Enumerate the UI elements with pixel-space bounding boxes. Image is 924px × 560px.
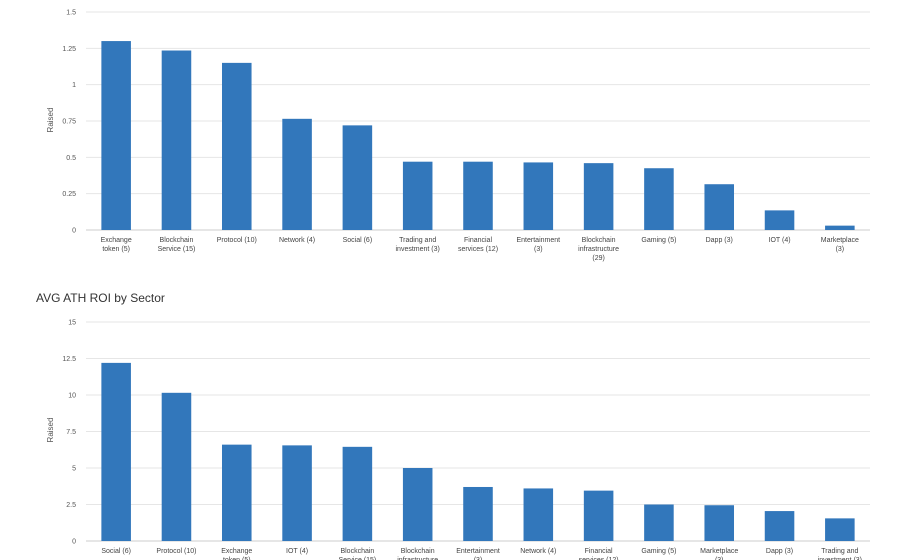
y-tick-label: 15: [68, 320, 76, 327]
y-tick-label: 7.5: [66, 429, 76, 436]
x-category-label: Dapp (3): [766, 548, 793, 555]
bar: [764, 511, 795, 541]
x-category-label: IOT (4): [769, 237, 791, 244]
y-tick-label: 0.5: [66, 155, 76, 162]
y-tick-label: 1.25: [62, 46, 76, 53]
x-category-label: Network (4): [520, 548, 556, 555]
bar: [402, 161, 433, 230]
bar: [644, 504, 674, 541]
bar: [764, 210, 795, 230]
x-category-label: Protocol (10): [217, 237, 257, 244]
x-category-label: Entertainment(3): [517, 237, 561, 253]
y-tick-label: 2.5: [66, 502, 76, 509]
bar: [644, 168, 674, 230]
y-tick-label: 10: [68, 393, 76, 400]
x-category-label: Marketplace(3): [821, 237, 859, 253]
bar: [463, 161, 493, 230]
x-category-label: Protocol (10): [156, 548, 196, 555]
chart-title: AVG ATH ROI by Sector: [36, 291, 165, 305]
bar: [463, 486, 493, 541]
bar: [704, 184, 735, 230]
y-tick-label: 12.5: [62, 356, 76, 363]
bar: [161, 392, 192, 541]
bar: [221, 444, 252, 541]
x-category-label: Gaming (5): [641, 237, 676, 244]
y-tick-label: 1: [72, 82, 76, 89]
bar: [342, 125, 373, 230]
bar: [704, 505, 735, 541]
avg-ath-roi-chart: Raised 0 2.5 5 7.5 10 12.5 15 Social (6) Protoco…: [46, 320, 870, 560]
x-category-label: IOT (4): [286, 548, 308, 555]
raised-by-sector-chart: Raised 0 0.25 0.5 0.75 1 1.25 1.5 Exchange token…: [46, 10, 870, 262]
bar: [221, 62, 252, 230]
bar: [402, 468, 433, 541]
bar: [583, 490, 614, 541]
x-category-label: Dapp (3): [706, 237, 733, 244]
bar: [583, 163, 614, 230]
bar: [282, 118, 312, 230]
x-category-label: Social (6): [343, 237, 373, 244]
x-category-label: Entertainment(3): [456, 548, 500, 560]
bar: [825, 225, 855, 230]
bar: [101, 362, 131, 541]
y-tick-label: 0: [72, 228, 76, 235]
y-tick-label: 0: [72, 539, 76, 546]
bar: [161, 50, 192, 230]
y-tick-label: 1.5: [66, 10, 76, 17]
y-axis-label: Raised: [46, 418, 55, 443]
x-category-label: Social (6): [101, 548, 131, 555]
bar: [101, 41, 131, 230]
y-axis-label: Raised: [46, 108, 55, 133]
bar: [825, 518, 855, 541]
y-tick-label: 0.25: [62, 191, 76, 198]
bar: [282, 445, 312, 541]
bar: [523, 162, 554, 230]
bar: [342, 446, 373, 541]
y-tick-label: 0.75: [62, 119, 76, 126]
y-tick-label: 5: [72, 466, 76, 473]
x-category-label: Network (4): [279, 237, 315, 244]
x-category-label: Marketplace(3): [700, 548, 738, 560]
x-category-label: Blockchain infrastructure (29): [578, 237, 619, 262]
bar: [523, 488, 554, 541]
x-category-label: Gaming (5): [641, 548, 676, 555]
